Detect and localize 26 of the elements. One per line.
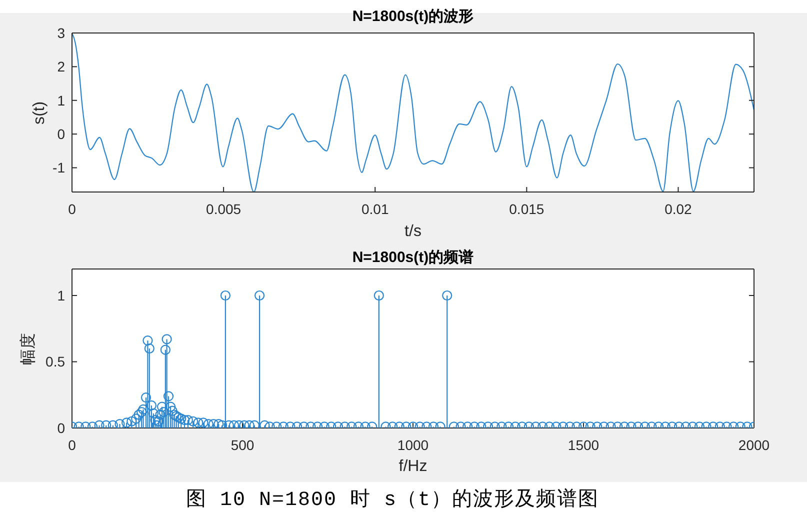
y-axis-title: 幅度 bbox=[19, 332, 38, 364]
x-tick-label: 1000 bbox=[397, 436, 429, 453]
chart-title: N=1800s(t)的频谱 bbox=[351, 248, 475, 268]
x-tick-label: 1500 bbox=[568, 436, 600, 453]
x-tick-label: 0 bbox=[68, 436, 76, 453]
caption: 图 10 N=1800 时 s（t）的波形及频谱图 bbox=[186, 488, 600, 512]
y-tick-label: 3 bbox=[57, 24, 66, 41]
y-tick-label: 0.5 bbox=[46, 354, 66, 370]
x-tick-label: 0 bbox=[68, 200, 76, 217]
y-axis-title: s(t) bbox=[30, 100, 49, 124]
x-axis-title: f/Hz bbox=[398, 457, 428, 477]
x-tick-label: 0.02 bbox=[664, 200, 692, 217]
y-tick-label: 0 bbox=[57, 420, 66, 436]
line-series bbox=[72, 33, 754, 192]
y-tick-label: -1 bbox=[52, 160, 66, 176]
chart-title: N=1800s(t)的波形 bbox=[351, 7, 475, 27]
x-axis-title: t/s bbox=[404, 222, 422, 242]
y-tick-label: 0 bbox=[57, 126, 66, 142]
x-tick-label: 500 bbox=[230, 436, 254, 453]
y-tick-label: 2 bbox=[57, 58, 66, 75]
y-tick-label: 1 bbox=[57, 92, 66, 108]
y-tick-label: 1 bbox=[57, 287, 66, 304]
x-tick-label: 0.005 bbox=[206, 200, 242, 217]
x-tick-label: 2000 bbox=[738, 436, 770, 453]
x-tick-label: 0.01 bbox=[361, 200, 389, 217]
x-tick-label: 0.015 bbox=[509, 200, 544, 217]
